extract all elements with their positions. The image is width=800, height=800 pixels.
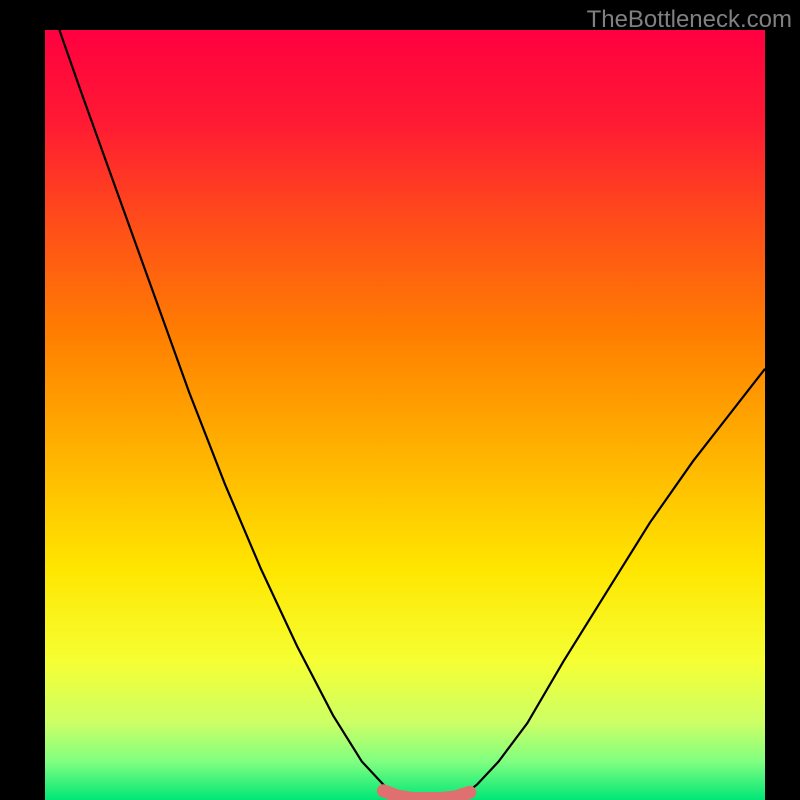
- plot-area: [45, 30, 765, 800]
- gradient-background: [45, 30, 765, 800]
- chart-container: TheBottleneck.com: [0, 0, 800, 800]
- watermark-label: TheBottleneck.com: [587, 6, 792, 34]
- chart-svg: [45, 30, 765, 800]
